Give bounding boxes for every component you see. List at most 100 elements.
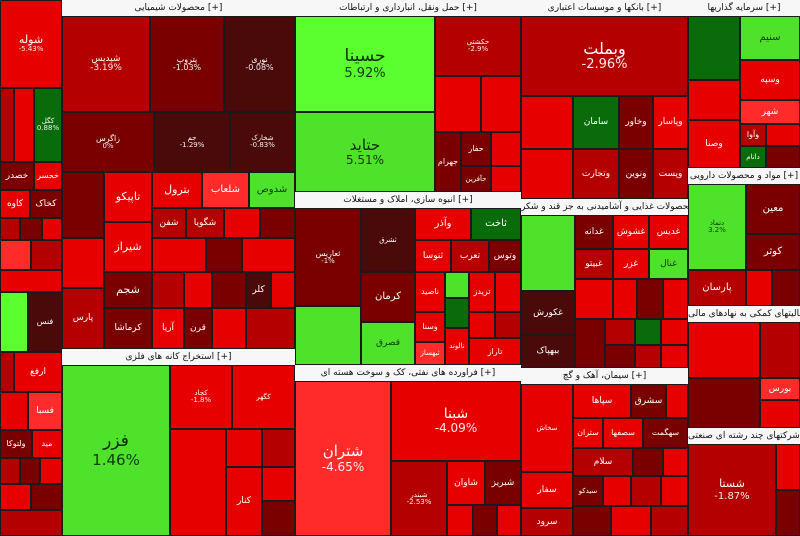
sector-title[interactable]: حمل ونقل، انبارداری و ارتباطات [+] (295, 0, 521, 17)
stock-tile[interactable]: قرن (184, 308, 212, 349)
stock-tile[interactable]: سنیم (740, 16, 800, 60)
stock-tile[interactable]: شیراز (104, 222, 152, 272)
stock-tile[interactable] (772, 270, 800, 306)
stock-tile[interactable]: وپست (653, 149, 688, 199)
stock-tile[interactable]: کاوه (0, 190, 30, 218)
stock-tile[interactable]: وخاور (619, 96, 653, 149)
stock-tile[interactable] (224, 208, 260, 238)
stock-tile[interactable] (152, 272, 184, 308)
sector-title[interactable]: فعالیتهای کمکی به نهادهای مالی [+] (688, 306, 800, 323)
stock-tile[interactable] (469, 312, 495, 338)
stock-tile[interactable]: نوری -0.08% (224, 16, 295, 112)
sector-title[interactable]: سیمان، آهک و گچ [+] (521, 368, 688, 385)
stock-tile[interactable]: غدیس (649, 215, 688, 249)
stock-tile[interactable]: خصدر (0, 162, 34, 190)
stock-tile[interactable] (212, 272, 246, 308)
stock-tile[interactable]: شفن (152, 208, 186, 238)
stock-tile[interactable]: سهگمت (643, 418, 688, 448)
stock-tile[interactable] (766, 146, 800, 168)
stock-tile[interactable] (473, 505, 497, 536)
stock-tile[interactable] (521, 96, 573, 149)
stock-tile[interactable] (260, 208, 295, 238)
stock-tile[interactable]: شهر (740, 100, 800, 124)
stock-tile[interactable]: وپاسار (653, 96, 688, 149)
stock-tile[interactable] (246, 308, 295, 349)
stock-tile[interactable] (40, 458, 62, 484)
stock-tile[interactable] (14, 88, 34, 162)
stock-tile[interactable] (20, 458, 40, 484)
stock-tile[interactable] (611, 506, 651, 536)
stock-tile[interactable] (760, 400, 800, 428)
stock-tile[interactable]: پتروپ -1.03% (150, 16, 224, 112)
stock-tile[interactable] (0, 392, 28, 430)
stock-tile[interactable]: کرماشا (104, 308, 152, 349)
stock-tile[interactable]: ثعاریس -1% (295, 208, 361, 306)
stock-tile[interactable] (603, 476, 631, 506)
stock-tile[interactable] (0, 458, 20, 484)
stock-tile[interactable]: ثشرق (361, 208, 415, 272)
sector-title[interactable]: سرمایه گذاریها [+] (688, 0, 800, 17)
stock-tile[interactable] (661, 319, 688, 345)
stock-tile[interactable] (495, 272, 521, 312)
stock-tile[interactable]: شلعاب (202, 172, 249, 208)
stock-tile[interactable]: بورس (760, 378, 800, 400)
stock-tile[interactable]: تاپیکو (104, 172, 152, 222)
stock-tile[interactable]: ثاخت (471, 208, 521, 240)
stock-tile[interactable]: شبریز (485, 461, 521, 505)
stock-tile[interactable]: وسنا (415, 312, 445, 342)
stock-tile[interactable] (633, 448, 663, 476)
stock-tile[interactable]: کچاد -1.8% (170, 365, 232, 429)
stock-tile[interactable] (635, 319, 661, 345)
stock-tile[interactable]: پارس (62, 288, 104, 349)
stock-tile[interactable]: فسبا (28, 392, 62, 430)
stock-tile[interactable] (637, 279, 663, 319)
stock-tile[interactable] (0, 218, 20, 240)
stock-tile[interactable]: حتاید 5.51% (295, 112, 435, 192)
stock-tile[interactable]: تریدز (469, 272, 495, 312)
stock-tile[interactable]: بترول (152, 172, 202, 208)
stock-tile[interactable] (491, 132, 521, 166)
stock-tile[interactable]: وتوس (489, 240, 521, 272)
stock-tile[interactable] (445, 298, 469, 328)
stock-tile[interactable] (0, 510, 62, 536)
stock-tile[interactable] (663, 448, 688, 476)
stock-tile[interactable] (0, 270, 62, 292)
stock-tile[interactable] (688, 16, 740, 80)
stock-tile[interactable]: شبنا -4.09% (391, 381, 521, 461)
stock-tile[interactable]: سرود (521, 508, 573, 536)
stock-tile[interactable] (575, 279, 613, 319)
stock-tile[interactable]: ستران (573, 418, 603, 448)
stock-tile[interactable] (152, 238, 206, 272)
stock-tile[interactable] (226, 429, 262, 467)
stock-tile[interactable]: شخارک -0.83% (230, 112, 295, 172)
stock-tile[interactable] (631, 476, 661, 506)
stock-tile[interactable] (663, 279, 688, 319)
stock-tile[interactable]: وبملت -2.96% (521, 16, 688, 96)
stock-tile[interactable] (605, 319, 635, 345)
sector-title[interactable]: استخراج کانه های فلزی [+] (62, 349, 295, 366)
stock-tile[interactable] (20, 218, 42, 240)
stock-tile[interactable]: شدوص (249, 172, 295, 208)
stock-tile[interactable] (575, 319, 605, 368)
stock-tile[interactable]: جم -1.29% (154, 112, 230, 172)
stock-tile[interactable]: پارسان (688, 270, 746, 306)
stock-tile[interactable]: غنال (649, 249, 688, 279)
stock-tile[interactable]: وآوا (740, 124, 766, 146)
stock-tile[interactable] (666, 384, 688, 418)
stock-tile[interactable]: قصرق (361, 322, 415, 365)
sector-title[interactable]: انبوه سازی، املاک و مستغلات [+] (295, 192, 521, 209)
stock-tile[interactable]: حفار (461, 132, 491, 166)
stock-tile[interactable] (295, 306, 361, 365)
stock-tile[interactable] (435, 76, 481, 132)
stock-tile[interactable]: زاگرس 0% (62, 112, 154, 172)
sector-title[interactable]: مواد و محصولات دارویی [+] (688, 168, 800, 185)
sector-title[interactable]: بانکها و موسسات اعتباری [+] (521, 0, 688, 17)
stock-tile[interactable]: سلام (573, 448, 633, 476)
stock-tile[interactable] (62, 238, 104, 288)
stock-tile[interactable]: وآذر (415, 208, 471, 240)
stock-tile[interactable] (42, 218, 62, 240)
stock-tile[interactable]: نالوند (445, 328, 469, 365)
stock-tile[interactable]: ببهپاک (521, 335, 575, 368)
stock-tile[interactable] (688, 322, 760, 378)
stock-tile[interactable] (242, 238, 295, 272)
